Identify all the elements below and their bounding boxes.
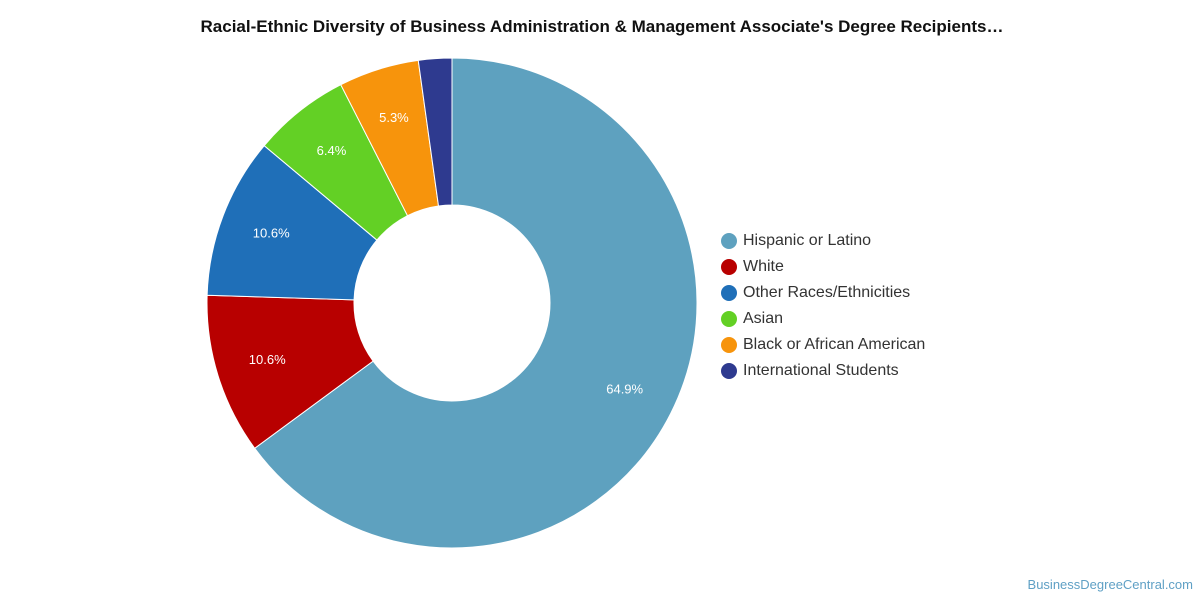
slice-other-races-ethnicities[interactable]: [206, 144, 378, 301]
chart-title: Racial-Ethnic Diversity of Business Admi…: [200, 17, 1004, 36]
legend-swatch: [721, 259, 737, 275]
chart-legend: Hispanic or Latino White Other Races/Ethni…: [721, 228, 925, 384]
slice-hispanic-or-latino[interactable]: [254, 57, 698, 549]
slice-white[interactable]: [206, 294, 374, 449]
legend-item[interactable]: Black or African American: [721, 332, 925, 358]
slice-value-label: 5.3%: [379, 110, 409, 125]
legend-item[interactable]: Hispanic or Latino: [721, 228, 925, 254]
legend-item[interactable]: Other Races/Ethnicities: [721, 280, 925, 306]
legend-label: Hispanic or Latino: [743, 232, 872, 249]
legend-item[interactable]: White: [721, 254, 925, 280]
legend-swatch: [721, 311, 737, 327]
legend-item[interactable]: Asian: [721, 306, 925, 332]
legend-label: Black or African American: [743, 336, 926, 353]
legend-swatch: [721, 337, 737, 353]
slice-value-label: 6.4%: [317, 143, 347, 158]
legend-item[interactable]: International Students: [721, 358, 925, 384]
legend-swatch: [721, 285, 737, 301]
legend-swatch: [721, 363, 737, 379]
legend-label: Other Races/Ethnicities: [743, 284, 911, 301]
legend-swatch: [721, 233, 737, 249]
slice-value-label: 10.6%: [249, 352, 286, 367]
slice-value-label: 64.9%: [606, 382, 643, 397]
source-label[interactable]: BusinessDegreeCentral.com: [1027, 577, 1193, 592]
legend-label: International Students: [743, 362, 899, 379]
legend-label: White: [743, 258, 784, 275]
slice-value-label: 10.6%: [253, 225, 290, 240]
legend-label: Asian: [743, 310, 784, 327]
slice-international-students[interactable]: [417, 57, 453, 207]
